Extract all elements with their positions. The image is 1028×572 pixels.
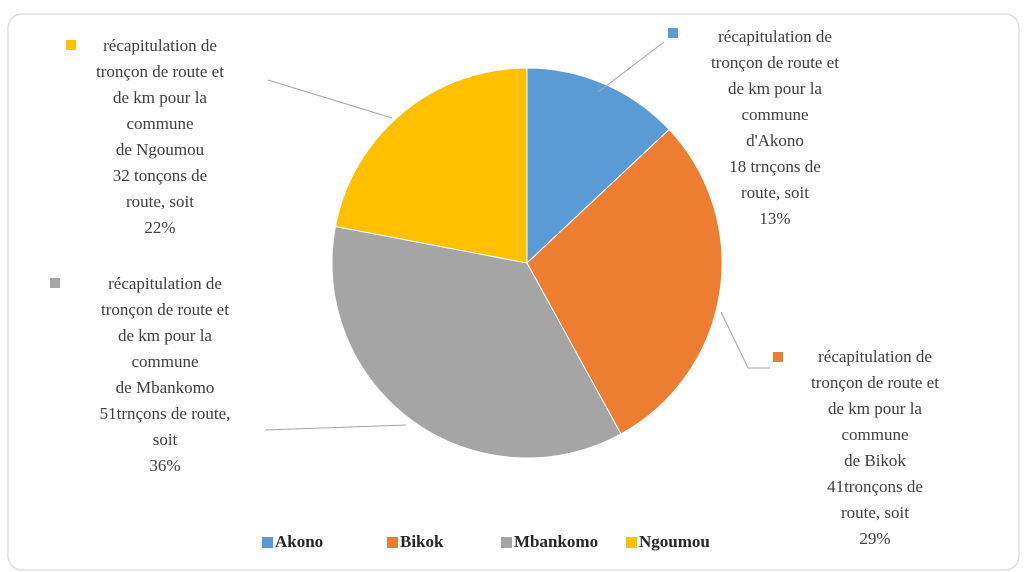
data-label: de Ngoumou <box>116 140 205 159</box>
data-label: 13% <box>759 209 790 228</box>
legend-key <box>387 537 398 548</box>
data-label: commune <box>841 425 908 444</box>
data-label: 18 trnçons de <box>729 157 821 176</box>
data-label: récapitulation de <box>103 36 217 55</box>
pie-slice <box>334 67 528 264</box>
data-label: commune <box>741 105 808 124</box>
data-label: commune <box>131 352 198 371</box>
legend-label: Ngoumou <box>639 532 710 551</box>
data-label: tronçon de route et <box>711 53 839 72</box>
data-label: 51trnçons de route, <box>100 404 231 423</box>
pie-slice <box>526 128 723 435</box>
leader-line <box>720 311 770 369</box>
legend-label: Akono <box>275 532 323 551</box>
pie-slice <box>526 67 670 265</box>
data-label: récapitulation de <box>718 27 832 46</box>
data-label: 29% <box>859 529 890 548</box>
legend-key <box>501 537 512 548</box>
data-label: récapitulation de <box>108 274 222 293</box>
data-label: route, soit <box>841 503 909 522</box>
leader-line <box>264 424 407 431</box>
label-key <box>50 278 60 288</box>
legend-key <box>262 537 273 548</box>
data-label: de km pour la <box>728 79 822 98</box>
data-label: 32 tonçons de <box>113 166 207 185</box>
pie-slice <box>331 225 622 459</box>
data-label: récapitulation de <box>818 347 932 366</box>
label-key <box>668 28 678 38</box>
data-label: de Bikok <box>844 451 906 470</box>
data-label: route, soit <box>126 192 194 211</box>
leader-line <box>267 79 393 119</box>
data-label: soit <box>153 430 178 449</box>
data-label: tronçon de route et <box>101 300 229 319</box>
data-label: de km pour la <box>828 399 922 418</box>
data-label: de km pour la <box>113 88 207 107</box>
legend-label: Mbankomo <box>514 532 598 551</box>
data-label: 41tronçons de <box>827 477 923 496</box>
legend-label: Bikok <box>400 532 444 551</box>
leader-line <box>597 41 665 93</box>
data-label: tronçon de route et <box>811 373 939 392</box>
data-label: tronçon de route et <box>96 62 224 81</box>
data-label: d'Akono <box>746 131 804 150</box>
label-key <box>773 352 783 362</box>
data-label: de km pour la <box>118 326 212 345</box>
data-label: 22% <box>144 218 175 237</box>
data-label: 36% <box>149 456 180 475</box>
label-key <box>66 40 76 50</box>
data-label: de Mbankomo <box>116 378 215 397</box>
legend-key <box>626 537 637 548</box>
data-label: route, soit <box>741 183 809 202</box>
data-label: commune <box>126 114 193 133</box>
